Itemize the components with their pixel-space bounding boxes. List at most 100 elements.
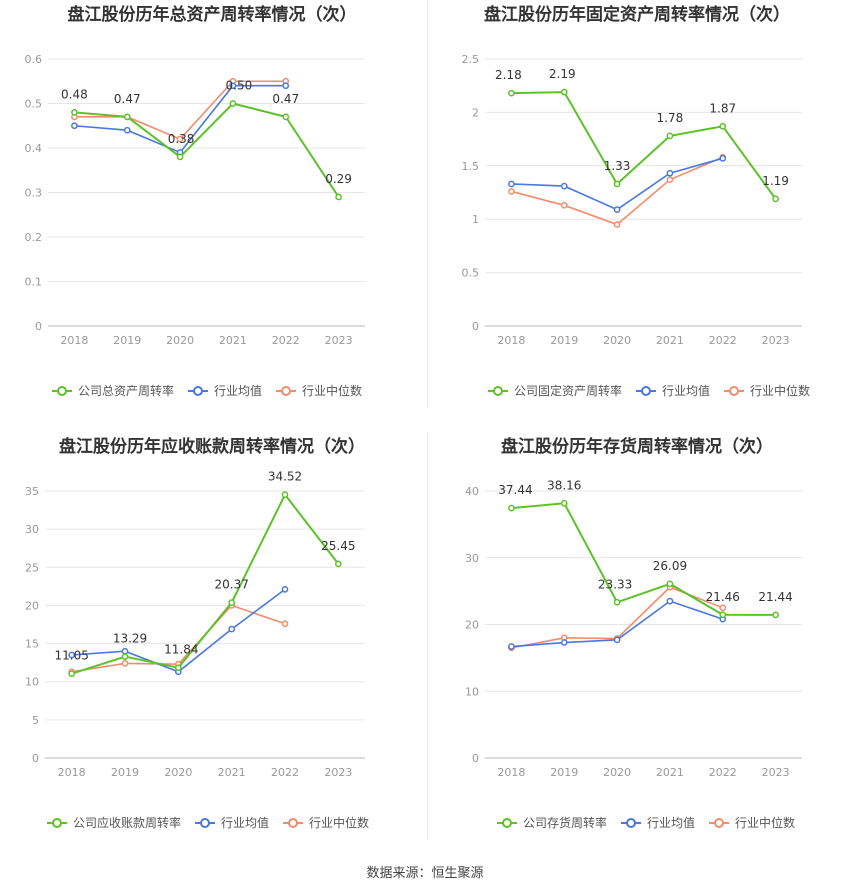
- legend-item-company[interactable]: 公司存货周转率: [497, 815, 607, 830]
- x-tick-label: 2023: [762, 766, 790, 779]
- legend-label: 公司存货周转率: [523, 815, 607, 830]
- data-label: 0.50: [226, 79, 253, 93]
- chart-title: 盘江股份历年固定资产周转率情况（次）: [484, 4, 790, 25]
- data-point[interactable]: [613, 180, 621, 188]
- data-point[interactable]: [68, 670, 76, 678]
- series-line-industry-avg: [71, 588, 286, 673]
- y-tick-label: 1.5: [462, 160, 480, 173]
- data-point[interactable]: [666, 580, 674, 588]
- data-point[interactable]: [560, 88, 568, 96]
- data-point[interactable]: [508, 188, 515, 195]
- data-point[interactable]: [560, 182, 568, 190]
- data-label: 37.44: [498, 483, 532, 497]
- data-point[interactable]: [772, 611, 779, 619]
- data-point[interactable]: [229, 82, 237, 90]
- data-point[interactable]: [666, 132, 674, 140]
- y-tick-label: 20: [465, 619, 479, 632]
- legend-item-industry-avg[interactable]: 行业均值: [195, 815, 269, 830]
- data-point[interactable]: [719, 611, 727, 619]
- legend-label: 行业均值: [647, 815, 695, 830]
- data-point[interactable]: [228, 599, 236, 606]
- data-point[interactable]: [613, 636, 621, 644]
- legend-item-industry-median[interactable]: 行业中位数: [724, 383, 810, 398]
- y-tick-label: 15: [25, 638, 39, 651]
- legend-item-industry-median[interactable]: 行业中位数: [283, 815, 369, 830]
- data-point[interactable]: [282, 113, 290, 121]
- legend-item-industry-avg[interactable]: 行业均值: [636, 383, 710, 398]
- data-point[interactable]: [281, 586, 289, 593]
- data-point[interactable]: [613, 598, 621, 606]
- data-point[interactable]: [666, 597, 674, 605]
- data-point[interactable]: [508, 89, 515, 97]
- data-point[interactable]: [281, 491, 289, 499]
- data-point[interactable]: [176, 153, 184, 161]
- legend-marker-icon: [52, 818, 62, 828]
- legend-marker-icon: [57, 386, 67, 396]
- data-label: 0.29: [325, 172, 352, 186]
- data-point[interactable]: [560, 639, 568, 646]
- data-point[interactable]: [334, 560, 342, 568]
- data-label: 25.45: [321, 539, 355, 553]
- data-point[interactable]: [121, 653, 129, 660]
- data-point[interactable]: [666, 176, 674, 184]
- y-tick-label: 0.3: [25, 187, 43, 200]
- legend-item-company[interactable]: 公司固定资产周转率: [488, 383, 622, 398]
- legend-item-industry-median[interactable]: 行业中位数: [709, 815, 795, 830]
- legend-label: 公司应收账款周转率: [73, 815, 181, 830]
- data-point[interactable]: [508, 504, 515, 512]
- legend-item-industry-avg[interactable]: 行业均值: [188, 383, 262, 398]
- y-tick-label: 40: [465, 485, 479, 498]
- data-point[interactable]: [121, 660, 129, 667]
- data-point[interactable]: [719, 154, 727, 162]
- data-label: 0.48: [61, 87, 88, 101]
- legend-item-company[interactable]: 公司应收账款周转率: [47, 815, 181, 830]
- data-point[interactable]: [71, 122, 78, 130]
- data-point[interactable]: [335, 193, 342, 201]
- data-point[interactable]: [719, 122, 727, 130]
- y-tick-label: 25: [25, 561, 39, 574]
- x-tick-label: 2020: [603, 334, 631, 347]
- data-point[interactable]: [123, 113, 131, 121]
- data-point[interactable]: [560, 201, 568, 209]
- x-tick-label: 2021: [656, 766, 684, 779]
- x-tick-label: 2018: [497, 334, 525, 347]
- data-point[interactable]: [229, 100, 237, 107]
- data-point[interactable]: [560, 499, 568, 507]
- legend-marker-icon: [193, 386, 203, 396]
- data-point[interactable]: [508, 180, 515, 188]
- data-label: 2.19: [549, 67, 576, 81]
- legend-item-industry-median[interactable]: 行业中位数: [276, 383, 362, 398]
- chart-4: 盘江股份历年存货周转率情况（次） 0 10 20 30 40 2018 2019 2020 202…: [465, 436, 802, 830]
- data-point[interactable]: [281, 620, 289, 628]
- x-tick-label: 2022: [709, 766, 737, 779]
- legend-item-industry-avg[interactable]: 行业均值: [621, 815, 695, 830]
- data-point[interactable]: [121, 647, 129, 655]
- y-tick-label: 2: [472, 106, 479, 119]
- data-point[interactable]: [613, 221, 621, 228]
- x-tick-label: 2023: [325, 334, 353, 347]
- legend-label: 行业均值: [221, 815, 269, 830]
- data-point[interactable]: [228, 625, 236, 633]
- data-point[interactable]: [174, 664, 182, 672]
- data-point[interactable]: [772, 195, 779, 203]
- legend-marker-icon: [626, 818, 636, 828]
- x-tick-label: 2022: [271, 766, 299, 779]
- legend-item-company[interactable]: 公司总资产周转率: [52, 383, 174, 398]
- data-point[interactable]: [176, 135, 184, 143]
- data-point[interactable]: [123, 126, 131, 134]
- legend-marker-icon: [641, 386, 651, 396]
- data-point[interactable]: [71, 109, 78, 116]
- data-point[interactable]: [282, 82, 290, 90]
- legend-marker-icon: [729, 386, 739, 396]
- y-tick-label: 0: [472, 320, 479, 333]
- data-point[interactable]: [68, 651, 76, 659]
- data-point[interactable]: [719, 604, 727, 612]
- data-point[interactable]: [613, 206, 621, 213]
- vertical-divider-top: [427, 0, 428, 408]
- y-tick-label: 10: [25, 676, 39, 689]
- data-point[interactable]: [666, 169, 674, 177]
- data-point[interactable]: [508, 643, 515, 650]
- y-tick-label: 0: [35, 320, 42, 333]
- data-label: 0.47: [272, 92, 299, 106]
